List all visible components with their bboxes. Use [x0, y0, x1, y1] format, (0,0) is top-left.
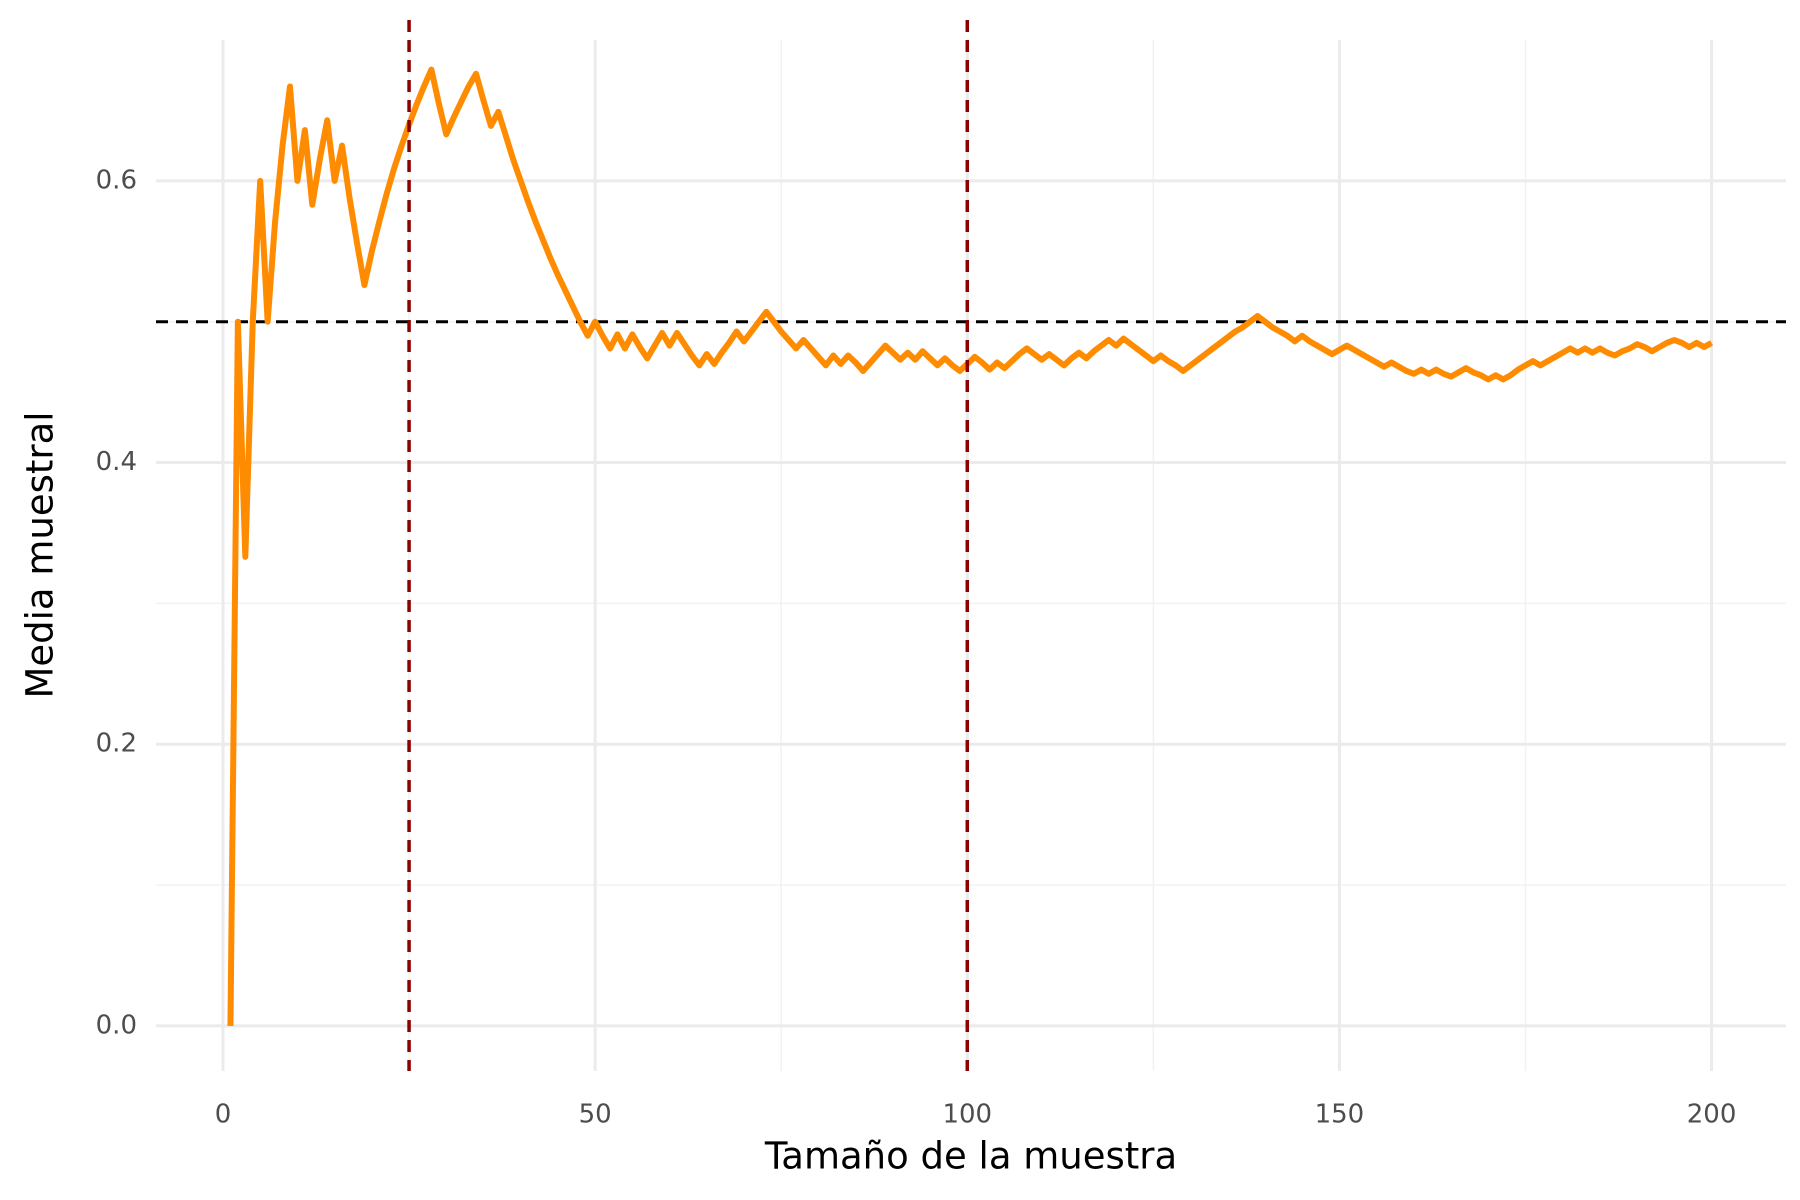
x-tick-label: 50 [579, 1100, 612, 1130]
data-line [227, 66, 1714, 1026]
x-tick-label: 100 [942, 1100, 992, 1130]
y-tick-label: 0.0 [96, 1010, 137, 1040]
y-tick-label: 0.2 [96, 729, 137, 759]
x-tick-label: 150 [1315, 1100, 1365, 1130]
x-tick-label: 0 [215, 1100, 232, 1130]
y-tick-label: 0.4 [96, 447, 137, 477]
x-tick-label: 200 [1687, 1100, 1737, 1130]
y-axis-title: Media muestral [19, 411, 62, 698]
x-axis-title: Tamaño de la muestra [764, 1135, 1177, 1178]
y-tick-label: 0.6 [96, 165, 137, 195]
